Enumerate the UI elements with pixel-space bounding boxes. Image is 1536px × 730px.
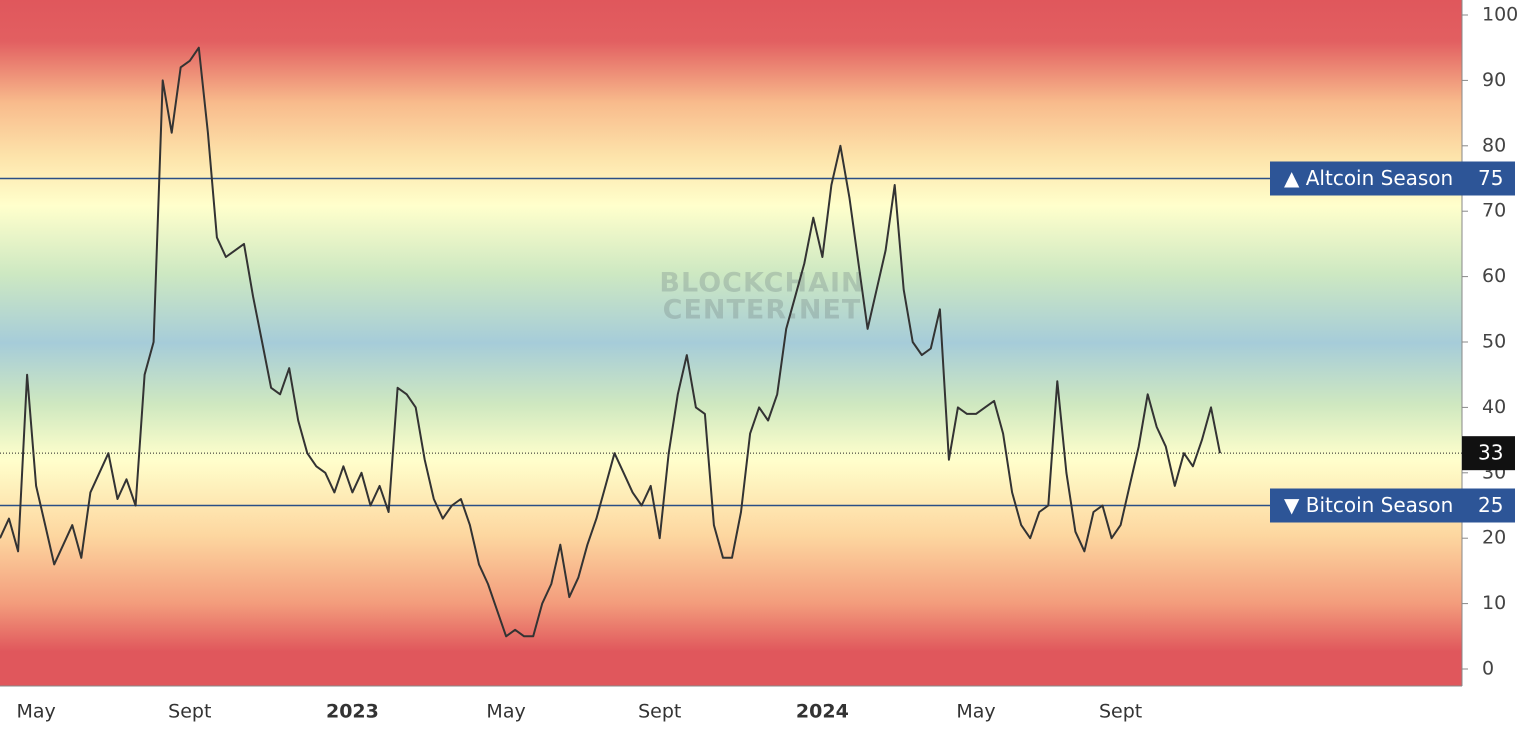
y-tick-label: 90 [1482,69,1506,91]
threshold-label: ▼ Bitcoin Season [1284,493,1453,517]
x-tick-label: May [956,701,995,723]
y-tick-label: 80 [1482,134,1506,156]
threshold-value: 75 [1478,166,1503,190]
x-tick-label: 2024 [796,701,849,723]
y-tick-label: 10 [1482,592,1506,614]
x-tick-label: May [486,701,525,723]
y-tick-label: 20 [1482,527,1506,549]
y-tick-label: 60 [1482,265,1506,287]
x-tick-label: Sept [638,701,681,723]
y-tick-label: 40 [1482,396,1506,418]
current-value-badge [1462,436,1515,471]
x-tick-label: Sept [1099,701,1142,723]
current-value-label: 33 [1478,441,1503,465]
threshold-badge [1270,488,1515,523]
watermark: BLOCKCHAIN [659,268,864,299]
background-band [0,0,1462,686]
y-tick-label: 70 [1482,200,1506,222]
axis-panel [1462,0,1536,686]
y-tick-label: 0 [1482,658,1494,680]
threshold-badge [1270,161,1515,196]
threshold-value: 25 [1478,493,1503,517]
x-tick-label: May [17,701,56,723]
x-tick-label: Sept [168,701,211,723]
y-tick-label: 100 [1482,4,1518,26]
index-line [0,46,1221,638]
threshold-label: ▲ Altcoin Season [1284,166,1453,190]
y-tick-label: 50 [1482,331,1506,353]
x-tick-label: 2023 [326,701,379,723]
watermark: CENTER.NET [663,295,862,326]
